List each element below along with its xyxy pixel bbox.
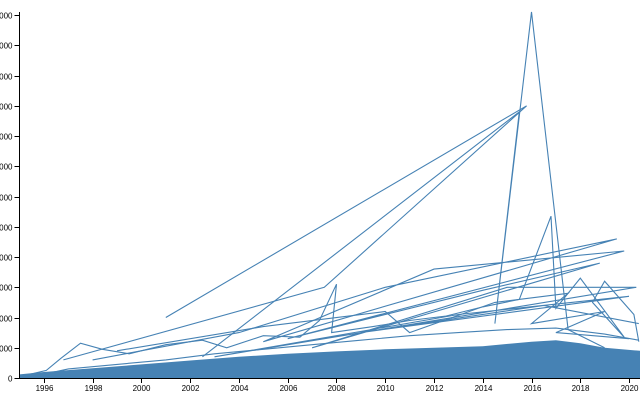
- series-line-6: [31, 327, 639, 378]
- x-axis: 1996 1998 2000 2002 2004 2006 2008 2010 2012 2014…: [19, 378, 640, 393]
- x-tick-label: 2018: [572, 384, 590, 393]
- series-line-3: [202, 11, 605, 358]
- dense-band-area: [19, 340, 640, 378]
- y-axis: 0 1000 2000 3000 4000 5000 6000 7000 8000 9000 100…: [0, 12, 20, 384]
- x-tick-label: 2000: [133, 384, 151, 393]
- y-tick-label: 11000: [0, 42, 13, 51]
- y-tick-label: 10000: [0, 73, 13, 82]
- series-line-2: [63, 105, 527, 361]
- x-tick-label: 2020: [621, 384, 639, 393]
- x-tick-label: 2010: [377, 384, 395, 393]
- y-tick-label: 0: [8, 375, 13, 384]
- y-tick-label: 2000: [0, 315, 13, 324]
- x-tick-label: 2016: [524, 384, 542, 393]
- plot-area: [19, 11, 640, 378]
- y-tick-label: 8000: [0, 133, 13, 142]
- x-tick-label: 1998: [85, 384, 103, 393]
- x-tick-label: 2012: [426, 384, 444, 393]
- y-tick-label: 6000: [0, 194, 13, 203]
- y-tick-label: 9000: [0, 103, 13, 112]
- series-layer: [19, 11, 640, 378]
- x-tick-label: 2004: [231, 384, 249, 393]
- x-tick-label: 2006: [280, 384, 298, 393]
- y-tick-label: 12000: [0, 12, 13, 21]
- y-tick-label: 4000: [0, 254, 13, 263]
- x-tick-label: 1996: [36, 384, 54, 393]
- y-tick-label: 1000: [0, 345, 13, 354]
- x-tick-label: 2002: [182, 384, 200, 393]
- y-tick-label: 7000: [0, 163, 13, 172]
- x-tick-label: 2014: [475, 384, 493, 393]
- y-tick-label: 5000: [0, 224, 13, 233]
- y-tick-label: 3000: [0, 284, 13, 293]
- series-line-5: [116, 292, 630, 352]
- series-line-4: [92, 238, 639, 361]
- x-tick-label: 2008: [328, 384, 346, 393]
